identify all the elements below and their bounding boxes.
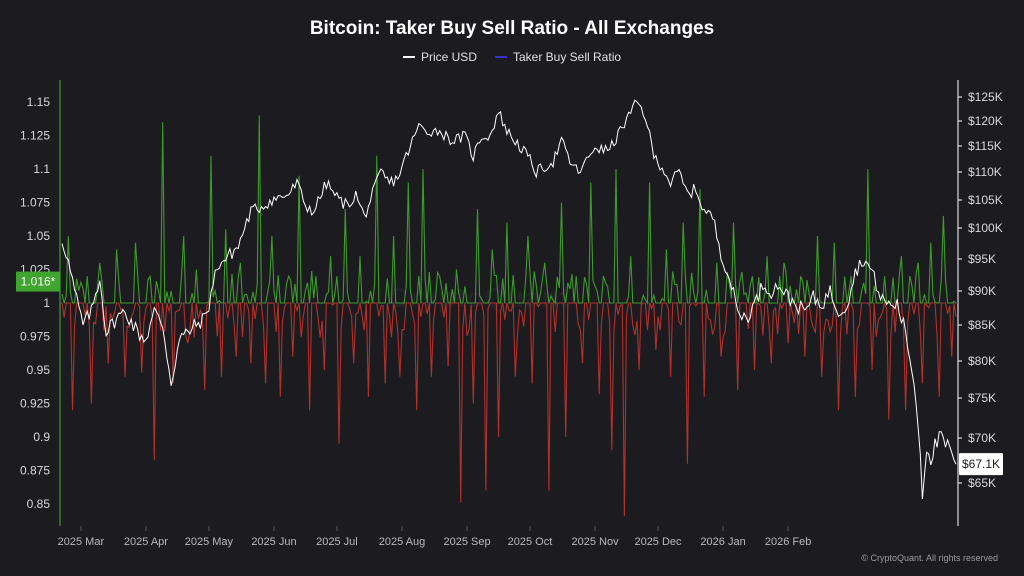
left-tick-label: 0.9 [33,430,50,444]
x-tick-label: 2025 May [185,536,234,548]
right-current-label: $67.1K [962,457,1000,471]
x-tick-label: 2025 Jul [316,536,358,548]
x-tick-label: 2025 Nov [571,536,619,548]
legend-label-ratio: Taker Buy Sell Ratio [512,50,622,64]
x-tick-label: 2025 Oct [508,536,553,548]
left-tick-label: 0.925 [20,396,50,410]
x-tick-label: 2025 Sep [443,536,490,548]
x-tick-label: 2026 Jan [700,536,745,548]
left-tick-label: 1.075 [20,196,50,210]
left-tick-label: 0.875 [20,463,50,477]
chart-title: Bitcoin: Taker Buy Sell Ratio - All Exch… [309,18,715,39]
right-tick-label: $80K [968,354,996,368]
copyright-text: © CryptoQuant. All rights reserved [861,553,998,563]
price-legend-swatch [402,56,415,58]
left-tick-label: 1.05 [27,229,51,243]
price-line [61,99,957,500]
x-tick-label: 2025 Apr [124,536,168,548]
right-tick-label: $120K [968,114,1003,128]
x-tick-label: 2026 Feb [765,536,811,548]
legend-item-ratio[interactable]: Taker Buy Sell Ratio [494,50,622,64]
right-tick-label: $95K [968,252,996,266]
left-tick-label: 0.85 [27,497,51,511]
right-tick-label: $85K [968,318,996,332]
chart-legend: Price USD Taker Buy Sell Ratio [0,50,1024,64]
left-tick-label: 1.125 [20,129,50,143]
right-tick-label: $125K [968,90,1003,104]
right-tick-label: $75K [968,391,996,405]
ratio-line-negative [61,300,957,517]
right-tick-label: $110K [968,165,1002,179]
legend-label-price: Price USD [420,50,477,64]
right-tick-label: $115K [968,139,1002,153]
left-tick-label: 1.15 [27,95,51,109]
left-tick-label: 0.95 [27,363,51,377]
ratio-line-positive [61,115,957,305]
left-tick-label: 1.1 [33,162,50,176]
legend-item-price[interactable]: Price USD [402,50,477,64]
left-tick-label: 0.975 [20,329,50,343]
right-current-badge [959,453,1003,476]
x-tick-label: 2025 Dec [634,536,682,548]
x-tick-label: 2025 Mar [58,536,105,548]
ratio-legend-swatch [494,56,507,58]
right-tick-label: $105K [968,193,1003,207]
left-tick-label: 1 [43,296,50,310]
x-tick-label: 2025 Aug [379,536,426,548]
left-current-label: 1.016* [21,275,56,289]
x-tick-label: 2025 Jun [251,536,296,548]
right-tick-label: $70K [968,431,996,445]
right-tick-label: $100K [968,221,1003,235]
right-tick-label: $90K [968,284,996,298]
right-tick-label: $65K [968,476,996,490]
left-current-badge [16,271,60,292]
